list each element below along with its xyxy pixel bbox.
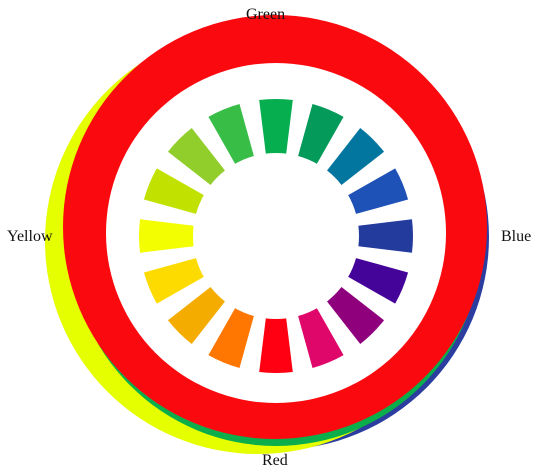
hue-segment-5 (358, 219, 413, 253)
hue-segment-16 (208, 103, 254, 164)
hue-segment-1 (259, 99, 293, 154)
hue-segment-14 (143, 168, 204, 214)
label-yellow: Yellow (7, 228, 53, 245)
label-green: Green (246, 6, 286, 23)
hue-segment-3 (327, 127, 385, 185)
hue-segment-13 (139, 219, 194, 253)
hue-segment-10 (208, 308, 254, 369)
outer-ring (45, 15, 489, 454)
hue-segment-9 (259, 318, 293, 373)
hue-segments (139, 99, 413, 373)
hue-segment-4 (348, 168, 409, 214)
hue-segment-12 (143, 258, 204, 304)
label-blue: Blue (501, 228, 532, 245)
hue-segment-15 (167, 127, 225, 185)
hue-segment-11 (167, 287, 225, 345)
hue-segment-2 (298, 103, 344, 164)
hue-segment-7 (327, 287, 385, 345)
hue-segment-8 (298, 308, 344, 369)
label-red: Red (262, 452, 288, 469)
hue-segment-6 (348, 258, 409, 304)
